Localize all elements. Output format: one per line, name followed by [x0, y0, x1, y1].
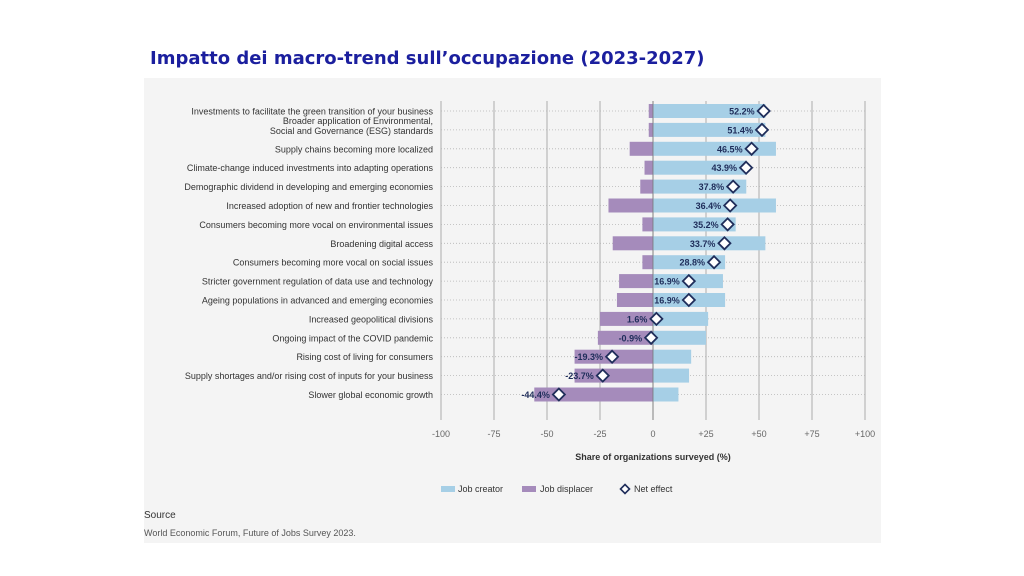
net-effect-marker: [681, 292, 697, 308]
net-effect-marker: [706, 254, 722, 270]
x-tick-label: -50: [540, 429, 553, 439]
x-tick-label: +100: [855, 429, 875, 439]
x-tick-label: +25: [698, 429, 713, 439]
bar-job-creator: [653, 236, 766, 251]
net-effect-marker: [643, 330, 659, 346]
net-effect-label: -19.3%: [575, 352, 604, 362]
bar-job-creator: [653, 160, 747, 175]
net-effect-label: 35.2%: [693, 220, 719, 230]
net-effect-label: 46.5%: [717, 144, 743, 154]
category-label: Broadening digital access: [330, 239, 433, 249]
net-effect-marker: [744, 141, 759, 157]
bar-job-displacer: [648, 122, 653, 137]
bar-job-displacer: [608, 198, 653, 213]
category-label: Stricter government regulation of data u…: [202, 277, 434, 287]
category-label: Climate-change induced investments into …: [187, 163, 434, 173]
bar-job-creator: [653, 255, 726, 270]
category-label: Broader application of Environmental,: [283, 116, 433, 126]
net-effect-marker: [595, 368, 611, 383]
bar-job-displacer: [534, 387, 653, 402]
source-label: Source: [144, 510, 176, 521]
bar-job-creator: [653, 368, 690, 383]
net-effect-label: 51.4%: [727, 125, 753, 135]
bar-job-displacer: [612, 236, 653, 251]
legend-label-net-effect: Net effect: [634, 484, 673, 494]
bar-job-creator: [653, 141, 776, 156]
bar-job-creator: [653, 330, 706, 345]
net-effect-label: -0.9%: [619, 333, 643, 343]
net-effect-label: -44.4%: [521, 390, 550, 400]
bar-job-displacer: [616, 293, 653, 307]
x-tick-label: -75: [487, 429, 500, 439]
x-tick-label: -25: [593, 429, 606, 439]
category-label: Supply shortages and/or rising cost of i…: [185, 371, 434, 381]
x-tick-label: +50: [751, 429, 766, 439]
net-effect-label: 37.8%: [699, 182, 725, 192]
bar-job-displacer: [600, 311, 653, 326]
category-label: Increased geopolitical divisions: [309, 314, 434, 324]
legend-label-job-displacer: Job displacer: [540, 484, 593, 494]
bar-job-displacer: [640, 179, 653, 194]
net-effect-marker: [551, 387, 567, 402]
net-effect-marker: [722, 198, 738, 213]
x-tick-label: -100: [432, 429, 450, 439]
net-effect-label: 33.7%: [690, 239, 716, 249]
bar-job-creator: [653, 179, 747, 194]
net-effect-marker: [738, 160, 754, 175]
bar-job-creator: [653, 122, 766, 137]
bar-job-creator: [653, 311, 709, 326]
net-effect-label: 16.9%: [654, 296, 680, 306]
net-effect-label: 36.4%: [696, 201, 722, 211]
bar-job-displacer: [597, 330, 653, 345]
category-label: Consumers becoming more vocal on environ…: [199, 220, 433, 230]
bar-job-creator: [653, 349, 692, 364]
slide-title: Impatto dei macro-trend sull’occupazione…: [150, 48, 705, 69]
legend-label-job-creator: Job creator: [458, 484, 503, 494]
bar-job-displacer: [642, 217, 653, 232]
x-axis-title: Share of organizations surveyed (%): [575, 452, 731, 462]
category-label: Ongoing impact of the COVID pandemic: [272, 333, 433, 343]
net-effect-marker: [720, 217, 735, 232]
net-effect-marker: [725, 179, 741, 194]
category-label: Slower global economic growth: [308, 390, 433, 400]
category-label: Rising cost of living for consumers: [296, 352, 433, 362]
legend-marker-net-effect: [619, 483, 631, 495]
net-effect-marker: [754, 122, 770, 138]
net-effect-label: 43.9%: [712, 163, 738, 173]
net-effect-label: 28.8%: [680, 258, 706, 268]
category-label: Supply chains becoming more localized: [275, 144, 433, 154]
x-tick-label: 0: [650, 429, 655, 439]
category-label: Consumers becoming more vocal on social …: [233, 258, 434, 268]
bar-job-displacer: [629, 141, 653, 156]
bar-job-creator: [653, 217, 736, 232]
bar-job-displacer: [644, 160, 653, 175]
bar-job-creator: [653, 387, 679, 402]
category-label: Social and Governance (ESG) standards: [270, 126, 434, 136]
net-effect-marker: [649, 311, 664, 327]
bar-job-displacer: [574, 368, 653, 383]
bar-job-creator: [653, 198, 776, 213]
bar-job-displacer: [648, 104, 653, 118]
bar-job-displacer: [642, 255, 653, 270]
net-effect-marker: [717, 236, 732, 251]
legend-swatch-job-displacer: [522, 486, 536, 492]
x-tick-label: +75: [804, 429, 819, 439]
category-label: Ageing populations in advanced and emerg…: [202, 296, 434, 306]
net-effect-label: 52.2%: [729, 107, 755, 117]
net-effect-marker: [604, 349, 620, 364]
category-label: Demographic dividend in developing and e…: [184, 182, 433, 192]
net-effect-marker: [756, 103, 771, 119]
bar-job-displacer: [619, 274, 653, 289]
legend-swatch-job-creator: [441, 486, 455, 492]
net-effect-label: 1.6%: [627, 314, 648, 324]
category-label: Investments to facilitate the green tran…: [191, 107, 433, 117]
net-effect-label: 16.9%: [654, 277, 680, 287]
bar-job-creator: [653, 104, 766, 118]
category-label: Increased adoption of new and frontier t…: [226, 201, 433, 211]
source-text: World Economic Forum, Future of Jobs Sur…: [144, 528, 356, 538]
net-effect-label: -23.7%: [565, 371, 594, 381]
net-effect-marker: [681, 273, 697, 289]
